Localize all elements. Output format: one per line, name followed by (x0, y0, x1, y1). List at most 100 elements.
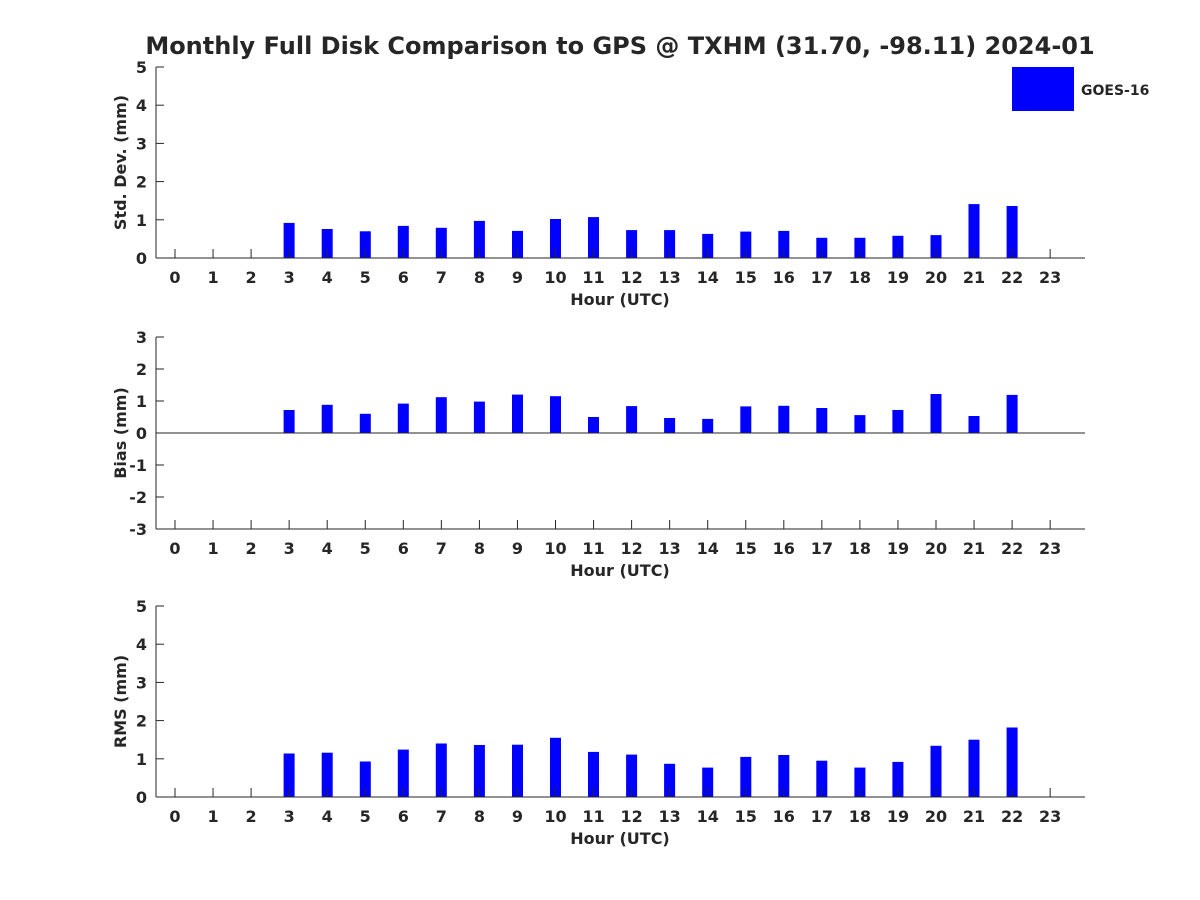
bar (283, 410, 295, 433)
x-tick-label: 4 (322, 268, 333, 287)
x-tick-label: 6 (398, 807, 409, 826)
bar (283, 753, 295, 797)
bar (664, 763, 676, 797)
bar (473, 220, 485, 258)
x-axis-label: Hour (UTC) (570, 829, 670, 848)
bar (968, 739, 980, 797)
x-tick-label: 15 (735, 539, 757, 558)
x-tick-label: 3 (284, 539, 295, 558)
x-tick-label: 20 (925, 268, 947, 287)
y-tick-label: 5 (136, 58, 147, 77)
bar (397, 225, 409, 258)
bar (892, 761, 904, 797)
bar (1006, 727, 1018, 797)
x-tick-label: 5 (360, 539, 371, 558)
bar (740, 406, 752, 433)
x-tick-label: 3 (284, 268, 295, 287)
x-tick-label: 18 (849, 807, 871, 826)
bar (854, 237, 866, 258)
x-tick-label: 1 (207, 539, 218, 558)
x-tick-label: 3 (284, 807, 295, 826)
x-tick-label: 13 (659, 268, 681, 287)
bar (702, 767, 714, 797)
x-tick-label: 10 (544, 268, 566, 287)
x-tick-label: 6 (398, 539, 409, 558)
x-axis-label: Hour (UTC) (570, 561, 670, 580)
x-tick-label: 15 (735, 268, 757, 287)
y-tick-label: 2 (136, 712, 147, 731)
bar (359, 231, 371, 258)
x-tick-label: 19 (887, 268, 909, 287)
bar (968, 204, 980, 258)
bar (740, 756, 752, 797)
x-tick-label: 8 (474, 807, 485, 826)
x-tick-label: 18 (849, 268, 871, 287)
figure-title: Monthly Full Disk Comparison to GPS @ TX… (145, 32, 1094, 60)
bar (321, 404, 333, 433)
y-axis-label: Std. Dev. (mm) (111, 95, 130, 230)
bar (816, 237, 828, 258)
x-tick-label: 18 (849, 539, 871, 558)
x-tick-label: 2 (246, 539, 257, 558)
bar (968, 416, 980, 433)
x-tick-label: 14 (697, 268, 719, 287)
y-tick-label: 2 (136, 360, 147, 379)
x-tick-label: 4 (322, 807, 333, 826)
bar (626, 754, 638, 797)
x-tick-label: 22 (1001, 539, 1023, 558)
y-tick-label: -2 (129, 488, 147, 507)
x-tick-label: 10 (544, 807, 566, 826)
x-tick-label: 21 (963, 268, 985, 287)
bar (321, 752, 333, 797)
bar (435, 227, 447, 258)
y-tick-label: 0 (136, 424, 147, 443)
bar (930, 745, 942, 797)
x-tick-label: 16 (773, 539, 795, 558)
x-axis-label: Hour (UTC) (570, 290, 670, 309)
y-tick-label: 3 (136, 328, 147, 347)
x-tick-label: 20 (925, 807, 947, 826)
bar (283, 222, 295, 258)
y-tick-label: 3 (136, 673, 147, 692)
y-tick-label: 0 (136, 788, 147, 807)
x-tick-label: 21 (963, 807, 985, 826)
bar (778, 755, 790, 797)
x-tick-label: 8 (474, 539, 485, 558)
x-tick-label: 13 (659, 807, 681, 826)
legend-swatch (1012, 67, 1074, 111)
y-axis-label: RMS (mm) (111, 655, 130, 748)
x-tick-label: 11 (582, 268, 604, 287)
bar (588, 417, 599, 433)
x-tick-label: 2 (246, 268, 257, 287)
x-tick-label: 12 (620, 268, 642, 287)
bar (588, 217, 599, 258)
bar (397, 403, 409, 433)
bar (664, 418, 676, 433)
x-tick-label: 16 (773, 268, 795, 287)
bar (930, 235, 942, 258)
bar (473, 745, 485, 797)
x-tick-label: 16 (773, 807, 795, 826)
x-tick-label: 17 (811, 539, 833, 558)
x-tick-label: 11 (582, 539, 604, 558)
x-tick-label: 14 (697, 539, 719, 558)
bar (512, 394, 523, 433)
x-tick-label: 20 (925, 539, 947, 558)
bar (512, 230, 523, 258)
bar (359, 413, 371, 433)
x-tick-label: 21 (963, 539, 985, 558)
bar (740, 231, 752, 258)
legend: GOES-16 (1012, 67, 1149, 111)
bar (778, 405, 790, 433)
x-tick-label: 9 (512, 807, 523, 826)
x-tick-label: 23 (1039, 807, 1061, 826)
bar (702, 418, 714, 433)
bar (512, 744, 523, 797)
x-tick-label: 7 (436, 268, 447, 287)
x-tick-label: 23 (1039, 268, 1061, 287)
x-tick-label: 0 (169, 268, 180, 287)
x-tick-label: 14 (697, 807, 719, 826)
bar (435, 743, 447, 797)
bar (778, 230, 790, 258)
